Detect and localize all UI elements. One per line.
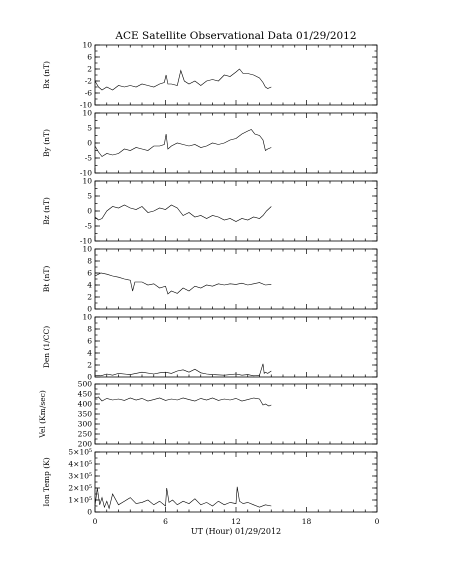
y-tick-label: 1×10⁵ (68, 496, 92, 505)
y-tick-label: 10 (82, 313, 92, 322)
x-tick-label: 0 (93, 517, 98, 526)
y-tick-label: 6 (87, 337, 92, 346)
panel-frame (94, 383, 378, 445)
y-tick-label: 4 (87, 281, 92, 290)
panel-bz: 10 5 0 -5 -10 Bz (nT) (42, 177, 378, 246)
y-tick-label: 4 (87, 349, 92, 358)
series-line-by (94, 129, 272, 157)
panel-frame (94, 44, 378, 106)
figure-title: ACE Satellite Observational Data 01/29/2… (114, 30, 356, 42)
y-tick-label: 2 (87, 361, 92, 370)
panel-frame (94, 316, 378, 378)
y-tick-label: 5 (87, 124, 92, 133)
panel-bx: 10 6 2 -2 -6 -10 Bx (nT) (42, 41, 378, 110)
series-line-vel (94, 396, 272, 407)
y-tick-label: 500 (78, 380, 93, 389)
y-tick-label: -10 (80, 169, 92, 178)
y-tick-label: 2×10⁵ (68, 484, 92, 493)
x-axis-label: UT (Hour) 01/29/2012 (191, 527, 281, 536)
y-tick-label: 0 (87, 508, 92, 517)
panel-frame (94, 248, 378, 310)
y-tick-label: 2 (87, 65, 92, 74)
y-axis-label: Bx (nT) (42, 61, 51, 89)
y-tick-label: -10 (80, 101, 92, 110)
x-tick-label: 6 (163, 517, 168, 526)
y-tick-label: 3×10⁵ (68, 472, 92, 481)
y-tick-label: 10 (82, 245, 92, 254)
y-tick-label: 10 (82, 41, 92, 50)
x-tick-label: 0 (375, 517, 380, 526)
panel-by: 10 5 0 -5 -10 By (nT) (42, 109, 378, 178)
y-axis-label: Ion Temp (K) (42, 457, 51, 506)
y-tick-label: 0 (87, 139, 92, 148)
y-tick-label: 6 (87, 269, 92, 278)
y-axis-label: Den (1/CC) (42, 326, 51, 368)
y-tick-label: -5 (85, 222, 93, 231)
y-tick-label: 0 (87, 207, 92, 216)
series-line-bt (94, 272, 272, 295)
panel-den: 10 8 6 4 2 0 Den (1/CC) (42, 313, 378, 382)
y-axis-label: By (nT) (42, 129, 51, 157)
y-tick-label: -6 (85, 89, 93, 98)
y-tick-label: 10 (82, 177, 92, 186)
panel-frame (94, 180, 378, 242)
y-tick-label: 300 (78, 420, 93, 429)
y-tick-label: 8 (87, 325, 92, 334)
y-tick-label: 5 (87, 192, 92, 201)
y-axis-label: Bt (nT) (42, 266, 51, 293)
y-tick-label: 400 (78, 400, 93, 409)
panel-frame (94, 112, 378, 174)
series-line-den (94, 363, 272, 377)
x-tick-label: 12 (231, 517, 241, 526)
y-tick-label: 2 (87, 293, 92, 302)
y-tick-label: 0 (87, 373, 92, 382)
panel-bt: 10 8 6 4 2 0 Bt (nT) (42, 245, 378, 314)
y-tick-label: -5 (85, 154, 93, 163)
y-tick-label: 10 (82, 109, 92, 118)
y-tick-label: 200 (78, 440, 93, 449)
x-tick-label: 18 (302, 517, 312, 526)
y-tick-label: -2 (85, 77, 93, 86)
panel-ion-temp: 5×10⁵ 4×10⁵ 3×10⁵ 2×10⁵ 1×10⁵ 0 Ion Temp (K) (42, 448, 378, 517)
y-axis-label: Vel (Km/sec) (38, 390, 47, 439)
panels-container: 10 6 2 -2 -6 -10 Bx (nT) 10 5 0 -5 -10 By (nT) 10 5 0 -5… (38, 41, 378, 517)
y-tick-label: 4×10⁵ (68, 460, 92, 469)
y-tick-label: 350 (78, 410, 93, 419)
series-line-bz (94, 204, 272, 222)
y-tick-label: 250 (78, 430, 93, 439)
series-line-bx (94, 68, 272, 91)
y-tick-label: 5×10⁵ (68, 448, 92, 457)
y-tick-label: 6 (87, 53, 92, 62)
x-axis: 0 6 12 18 0 (93, 517, 380, 526)
y-tick-label: 450 (78, 390, 93, 399)
y-axis-label: Bz (nT) (42, 197, 51, 225)
series-line-ion-temp (94, 486, 272, 510)
y-tick-label: -10 (80, 237, 92, 246)
y-tick-label: 8 (87, 257, 92, 266)
y-tick-label: 0 (87, 305, 92, 314)
